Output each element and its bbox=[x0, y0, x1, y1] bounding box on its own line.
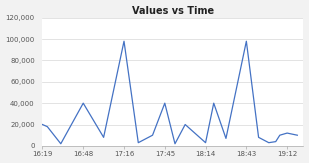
Title: Values vs Time: Values vs Time bbox=[132, 6, 214, 15]
